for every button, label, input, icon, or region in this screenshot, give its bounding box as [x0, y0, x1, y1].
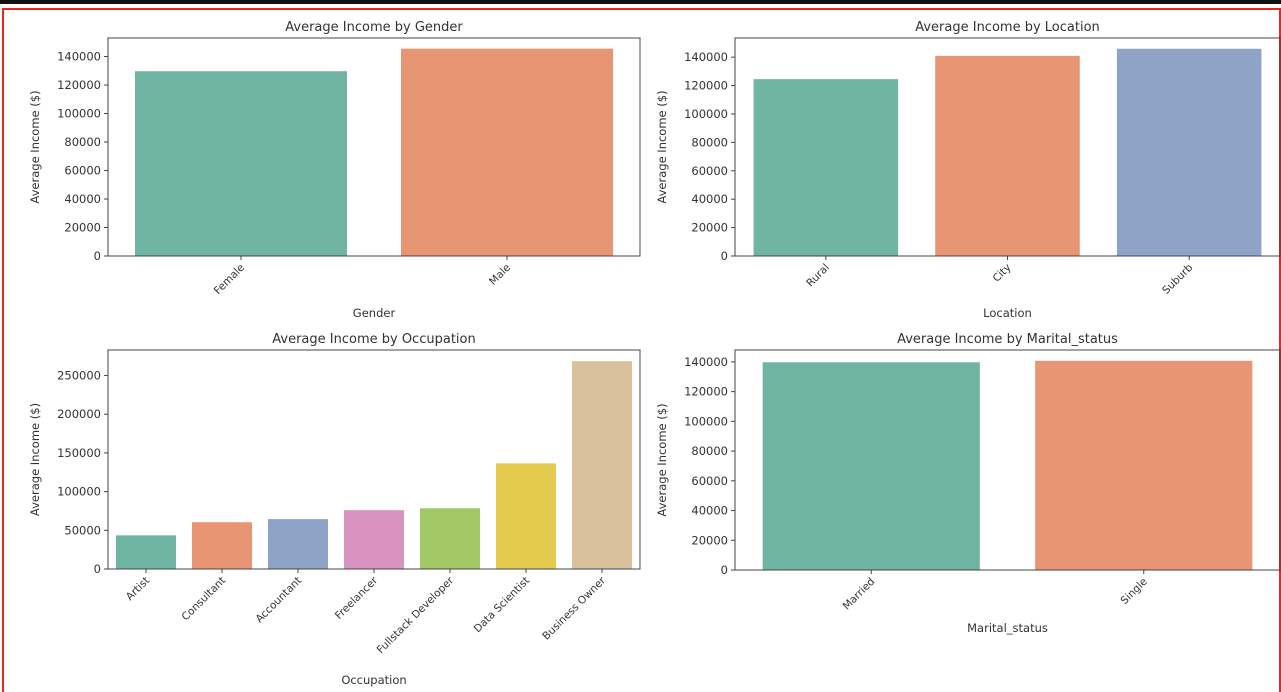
chart-title: Average Income by Location: [915, 20, 1100, 35]
x-tick-label: Single: [1119, 576, 1150, 607]
x-tick-label: Married: [841, 576, 878, 613]
bar-artist: [115, 534, 177, 570]
y-tick-label: 40000: [691, 192, 728, 206]
y-tick-label: 250000: [57, 369, 101, 383]
subplot-gender: 0 20000 40000 60000 80000 100000 120000 140000 F…: [28, 20, 641, 320]
y-tick-label: 120000: [684, 385, 728, 399]
y-tick-label: 100000: [684, 414, 728, 428]
y-tick-label: 100000: [684, 107, 728, 121]
bar-married: [761, 361, 981, 571]
bar-female: [134, 70, 348, 257]
x-axis-label: Occupation: [341, 673, 406, 687]
axes-frame: [107, 37, 641, 257]
y-tick-label: 20000: [691, 533, 728, 547]
subplot-location: 0 20000 40000 60000 80000 100000 120000 140000 R…: [655, 20, 1281, 320]
x-tick-label: Artist: [124, 575, 152, 603]
y-tick-label: 140000: [57, 50, 101, 64]
y-tick-label: 100000: [57, 485, 101, 499]
bar-male: [400, 47, 614, 257]
chart-title: Average Income by Gender: [285, 20, 463, 35]
y-tick-label: 0: [94, 249, 101, 263]
y-tick-label: 120000: [684, 79, 728, 93]
y-tick-label: 0: [721, 249, 728, 263]
bar-freelancer: [343, 509, 405, 570]
y-axis-label: Average Income ($): [28, 90, 42, 203]
x-tick-label: Accountant: [253, 575, 304, 626]
y-tick-label: 0: [721, 563, 728, 577]
x-tick-label: Business Owner: [540, 574, 608, 642]
chart-title: Average Income by Marital_status: [897, 332, 1118, 347]
x-tick-label: Female: [212, 262, 247, 297]
x-axis-label: Marital_status: [967, 621, 1048, 635]
x-axis-label: Gender: [353, 306, 396, 320]
subplot-marital-status: 0 20000 40000 60000 80000 100000 120000 140000 M…: [655, 332, 1281, 635]
y-tick-label: 80000: [64, 135, 101, 149]
y-tick-label: 200000: [57, 407, 101, 421]
y-tick-label: 100000: [57, 107, 101, 121]
bar-single: [1034, 360, 1254, 571]
x-tick-label: Rural: [804, 262, 832, 290]
axes-frame: [734, 349, 1281, 571]
subplot-occupation: 0 50000 100000 150000 200000 250000 Artist Cons…: [28, 332, 641, 687]
y-axis-label: Average Income ($): [28, 403, 42, 516]
y-tick-label: 0: [94, 562, 101, 576]
y-axis-label: Average Income ($): [655, 90, 669, 203]
bar-fullstack-developer: [419, 507, 481, 570]
y-tick-label: 120000: [57, 78, 101, 92]
x-axis-label: Location: [983, 306, 1032, 320]
y-tick-label: 60000: [691, 164, 728, 178]
y-tick-label: 80000: [691, 135, 728, 149]
y-tick-label: 140000: [684, 355, 728, 369]
bar-business-owner: [571, 360, 633, 570]
bar-rural: [752, 78, 899, 257]
x-tick-label: Consultant: [179, 575, 228, 624]
x-tick-label: Suburb: [1160, 261, 1195, 296]
y-tick-label: 60000: [691, 474, 728, 488]
x-tick-label: City: [991, 262, 1014, 285]
x-tick-label: Male: [487, 262, 513, 288]
x-tick-label: Data Scientist: [472, 575, 532, 635]
bar-data-scientist: [495, 462, 557, 570]
y-tick-label: 40000: [691, 504, 728, 518]
bar-consultant: [191, 521, 253, 570]
y-tick-label: 20000: [691, 221, 728, 235]
y-tick-label: 60000: [64, 164, 101, 178]
y-tick-label: 80000: [691, 444, 728, 458]
y-tick-label: 20000: [64, 221, 101, 235]
y-tick-label: 50000: [64, 523, 101, 537]
y-tick-label: 150000: [57, 446, 101, 460]
bar-suburb: [1116, 47, 1263, 257]
y-tick-label: 40000: [64, 192, 101, 206]
bar-accountant: [267, 518, 329, 570]
chart-title: Average Income by Occupation: [272, 332, 475, 347]
y-tick-label: 140000: [684, 50, 728, 64]
y-axis-label: Average Income ($): [655, 403, 669, 516]
x-tick-label: Freelancer: [333, 574, 381, 622]
x-tick-label: Fullstack Developer: [375, 574, 457, 656]
bar-city: [934, 55, 1081, 257]
